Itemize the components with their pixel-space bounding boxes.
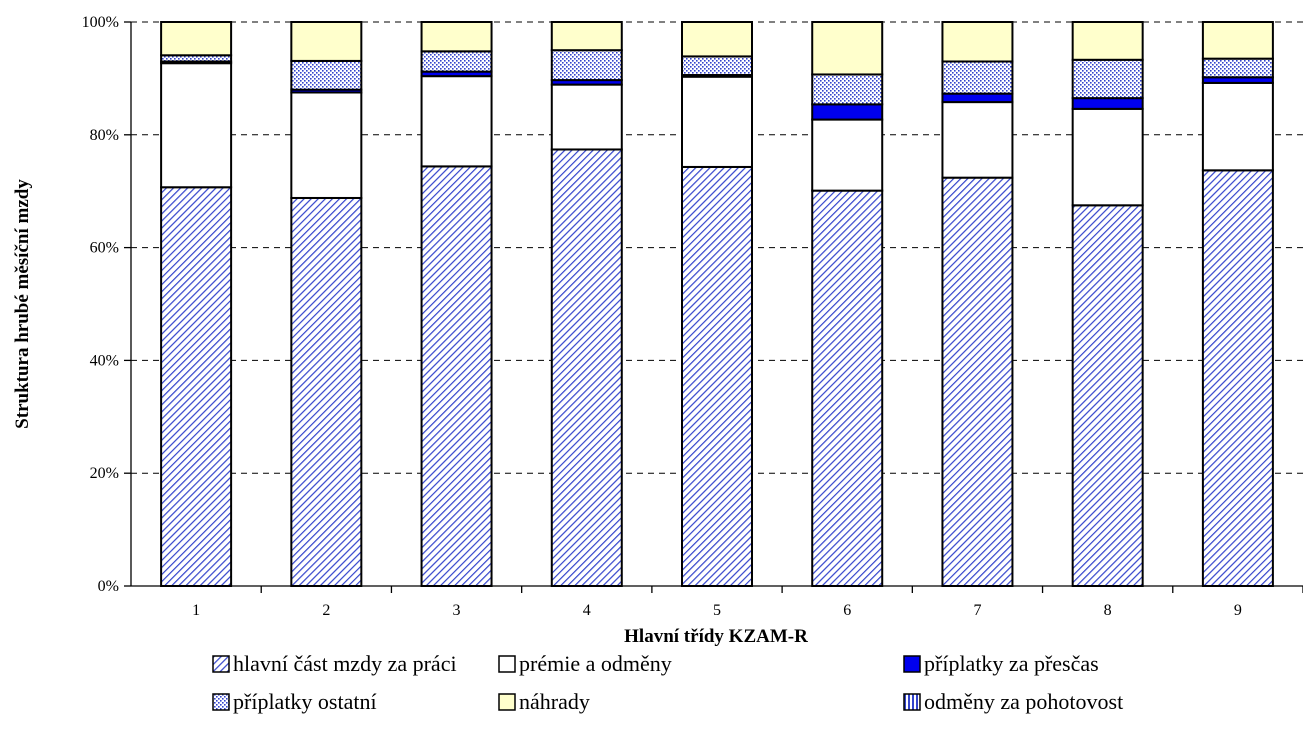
bar-segment [1071,21,1144,61]
y-tick-label: 100% [82,14,119,31]
legend-swatch [498,693,516,711]
x-tick-label: 7 [973,602,981,619]
bar-segment [420,21,493,53]
y-tick-label: 60% [90,240,119,257]
bar-segment [811,103,884,121]
bar-segment [941,92,1014,104]
bar-segment [811,73,884,106]
bar-segment [290,21,363,62]
bar-segment [941,176,1014,587]
bar-segment [1201,21,1274,60]
x-axis-title: Hlavní třídy KZAM-R [624,626,808,647]
legend-swatch [903,693,921,711]
bar-segment [420,75,493,168]
legend-label: prémie a odměny [519,651,672,676]
bars-group [160,21,1274,588]
legend-label: odměny za pohotovost [924,689,1123,714]
legend-label: náhrady [519,689,590,714]
bar-segment [811,21,884,76]
y-axis-title: Struktura hrubé měsíční mzdy [12,179,33,429]
bar-segment [290,91,363,199]
x-tick-label: 6 [843,602,851,619]
bar-segment [681,55,753,77]
bar-segment [811,189,884,588]
bar-segment [1201,81,1274,172]
bar-segment [160,21,233,57]
bar-segment [290,196,363,588]
legend-label: příplatky ostatní [233,689,377,714]
y-tick-labels: 0% 20% 40% 60% 80% 100% [82,14,131,595]
bar-segment [550,83,623,151]
y-tick-label: 80% [90,127,119,144]
legend: hlavní část mzdy za práci prémie a odměny… [212,651,1123,714]
x-tick-label: 5 [713,602,721,619]
legend-swatch [498,655,516,673]
bar-segment [1071,97,1144,110]
bar-segment [550,49,623,82]
y-tick-label: 20% [90,465,119,482]
legend-swatch [212,693,230,711]
axes [130,22,1303,587]
bar-segment [681,21,753,58]
bar-segment [420,50,493,73]
x-tick-label: 1 [192,602,200,619]
x-tick-label: 3 [453,602,461,619]
legend-swatch [903,655,921,673]
bar-segment [681,75,753,168]
x-tick-labels: 1 2 3 4 5 6 7 8 9 [192,586,1303,619]
x-tick-label: 8 [1104,602,1112,619]
bar-segment [160,186,233,587]
bar-segment [941,101,1014,179]
bar-segment [1071,58,1144,100]
bar-segment [290,59,363,91]
legend-label: příplatky za přesčas [924,651,1099,676]
bar-segment [1071,107,1144,207]
bar-segment [160,62,233,189]
bar-segment [1071,204,1144,588]
x-tick-label: 9 [1234,602,1242,619]
legend-swatch [212,655,230,673]
y-tick-label: 40% [90,352,119,369]
bar-segment [941,60,1014,95]
bar-segment [550,21,623,52]
bar-segment [681,165,753,587]
y-tick-label: 0% [98,578,119,595]
bar-segment [1201,169,1274,587]
bar-segment [1201,57,1274,79]
legend-label: hlavní část mzdy za práci [233,651,457,676]
bar-segment [420,165,493,587]
bar-segment [550,148,623,588]
bar-segment [811,118,884,192]
x-tick-label: 2 [322,602,330,619]
bar-segment [941,21,1014,63]
x-tick-label: 4 [583,602,591,619]
